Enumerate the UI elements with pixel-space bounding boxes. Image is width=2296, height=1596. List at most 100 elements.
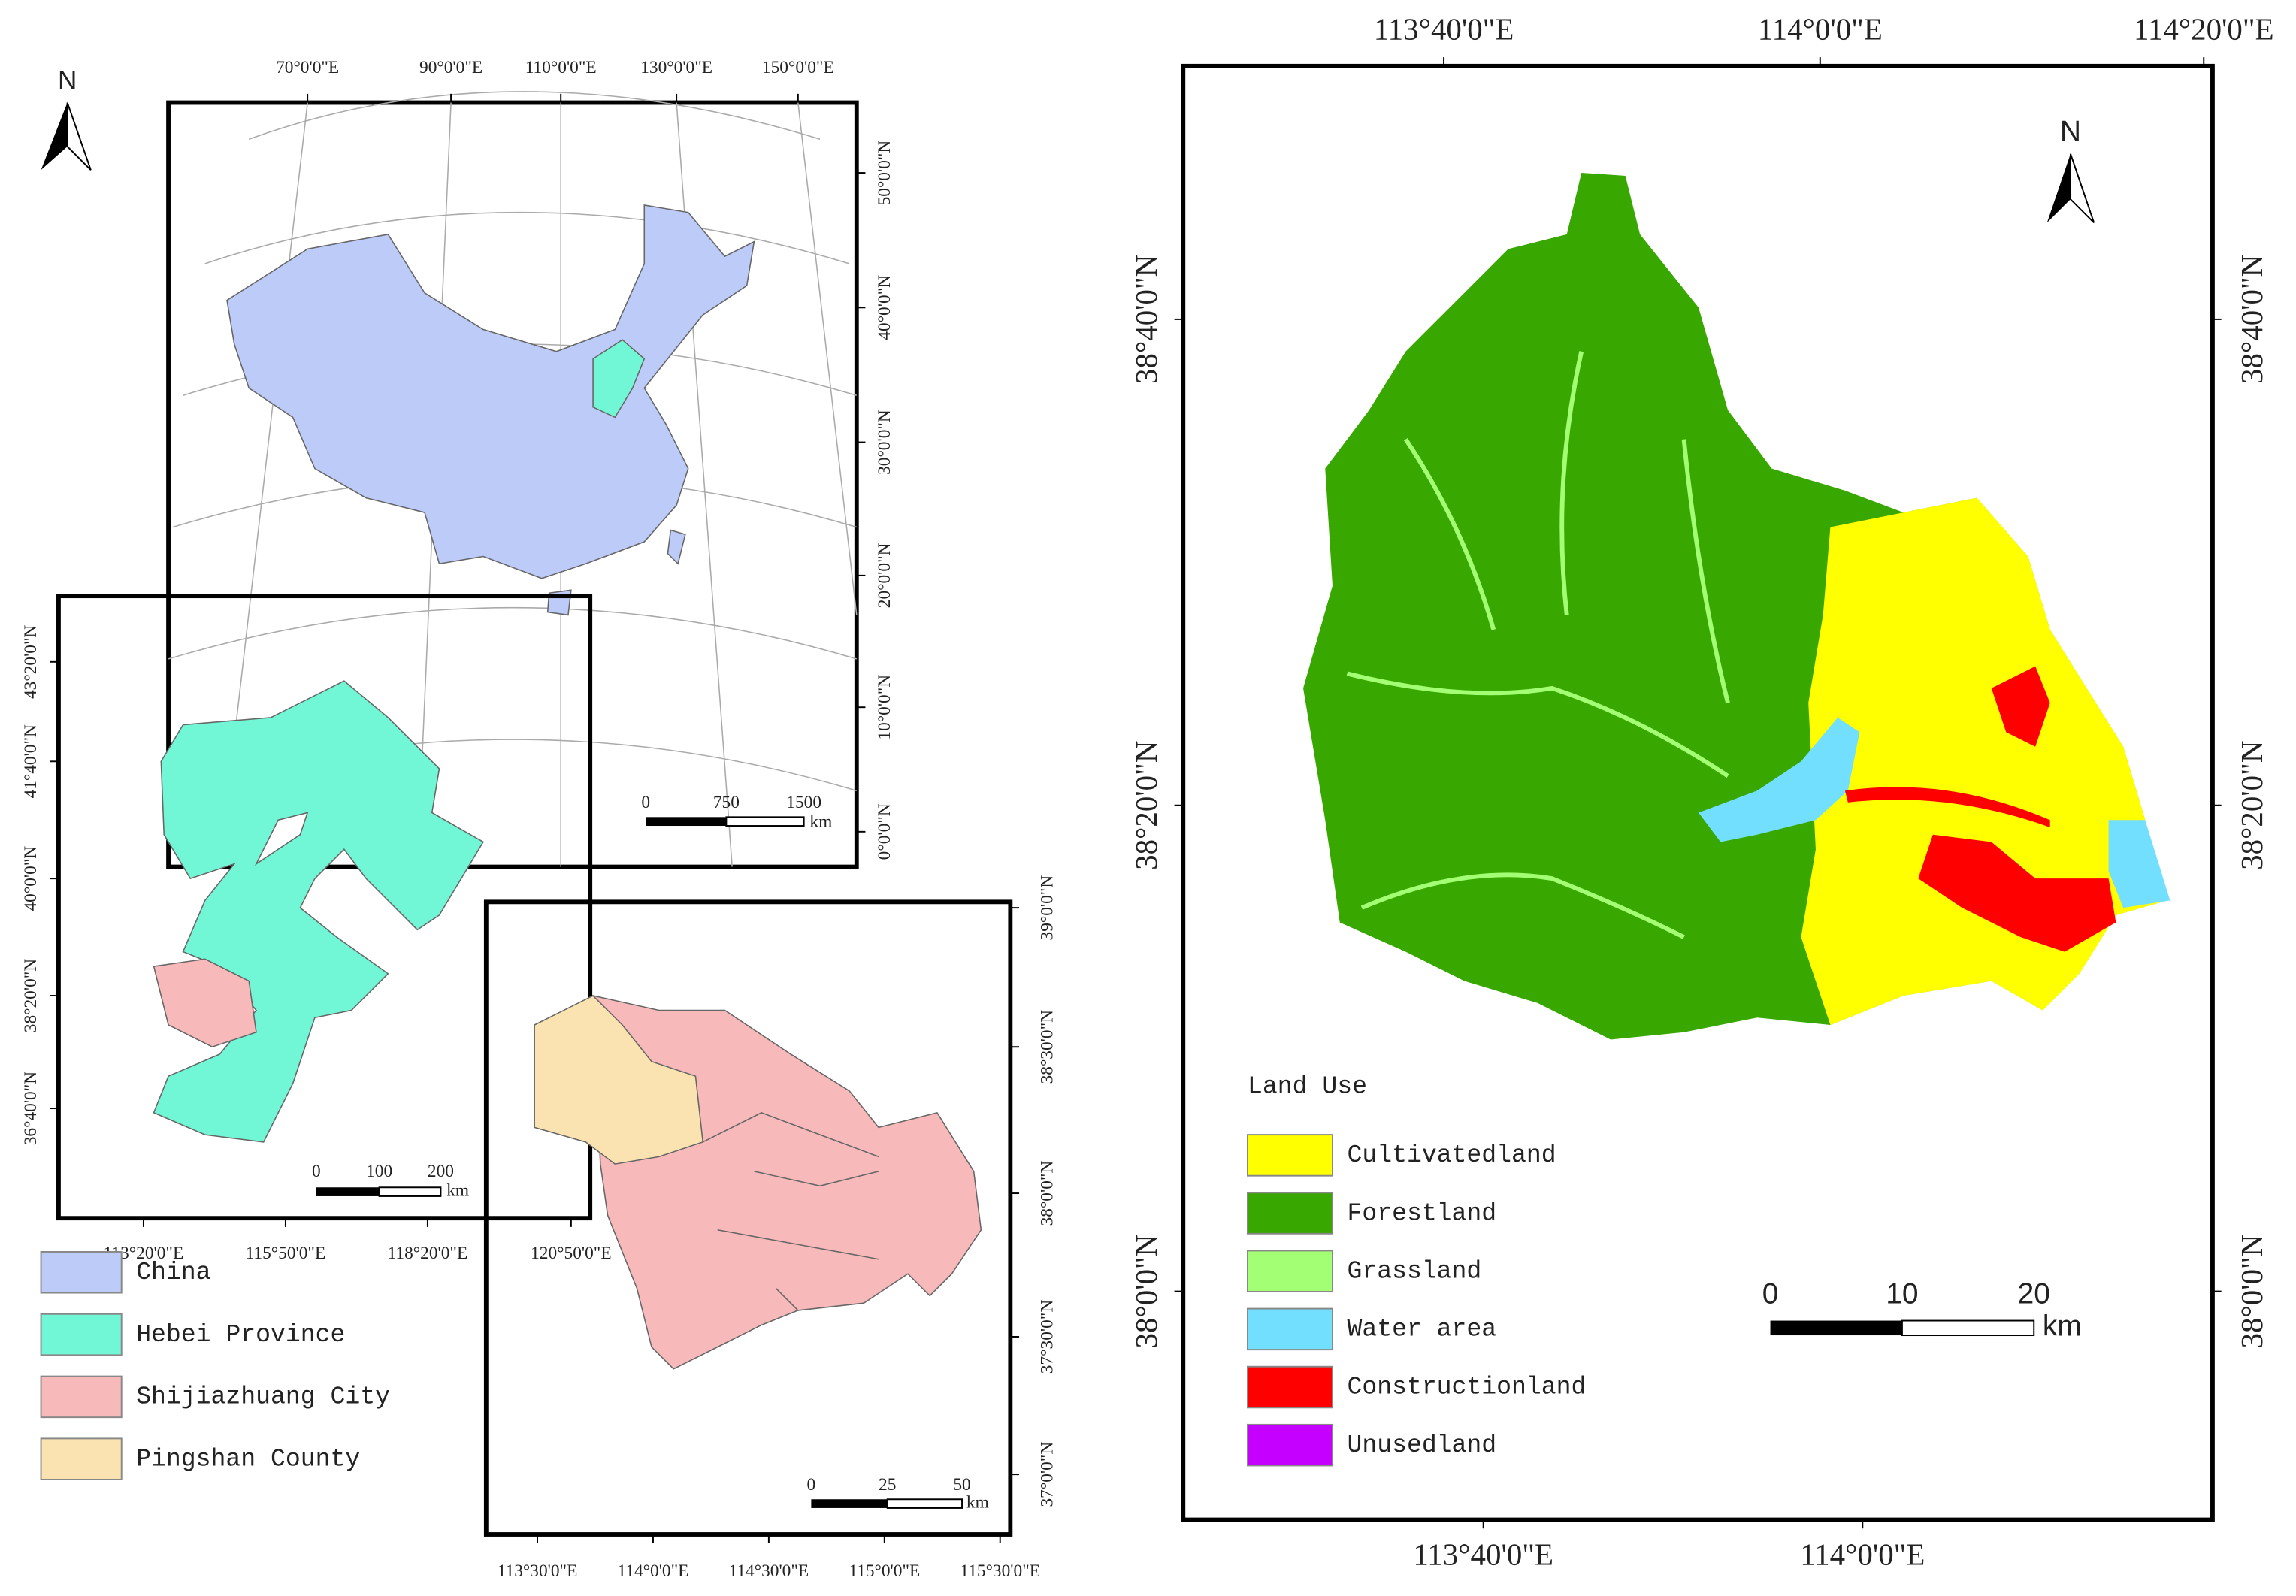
scale-label: 750	[713, 793, 740, 812]
legend-swatch	[1247, 1250, 1333, 1292]
scale-bar	[1901, 1319, 2035, 1337]
legend-label: Hebei Province	[136, 1320, 345, 1349]
scale-label: 50	[953, 1475, 970, 1495]
legend-swatch	[40, 1437, 123, 1480]
lat-label: 41°40'0"N	[21, 724, 41, 799]
legend-label: Shijiazhuang City	[136, 1383, 390, 1411]
lat-label: 38°0'0"N	[2235, 1235, 2269, 1349]
lon-label: 118°20'0"E	[388, 1244, 468, 1263]
lon-label: 113°30'0"E	[498, 1561, 578, 1581]
legend-swatch	[1247, 1365, 1333, 1409]
china-inset	[41, 91, 859, 869]
china-frame	[166, 100, 859, 869]
lat-label: 43°20'0"N	[21, 624, 41, 699]
scale-bar	[1770, 1320, 1902, 1336]
hebei-inset	[56, 594, 593, 1221]
scale-label: 20	[2018, 1278, 2050, 1310]
north-arrow-half	[66, 102, 92, 171]
legend-swatch	[1247, 1423, 1333, 1467]
shijiazhuang-frame	[483, 899, 1013, 1537]
lon-label: 113°40'0"E	[1413, 1538, 1553, 1572]
lat-label: 39°0'0"N	[1037, 875, 1057, 941]
main-frame	[1181, 63, 2215, 1522]
lon-label: 114°30'0"E	[729, 1561, 809, 1581]
lat-label: 20°0'0"N	[875, 543, 894, 608]
county-borders	[702, 1112, 879, 1311]
legend-label: Constructionland	[1347, 1373, 1586, 1401]
islands	[546, 529, 686, 616]
shijiazhuang-inset	[483, 899, 1013, 1537]
lon-label: 110°0'0"E	[525, 58, 597, 77]
legend-swatch	[40, 1313, 123, 1356]
hebei-frame	[56, 594, 593, 1221]
lat-label: 38°20'0"N	[21, 959, 41, 1033]
legend-swatch	[40, 1375, 123, 1419]
lat-label: 37°30'0"N	[1037, 1300, 1057, 1374]
lat-label: 30°0'0"N	[875, 410, 894, 475]
lat-label: 38°0'0"N	[1130, 1235, 1163, 1349]
lat-label: 38°20'0"N	[2235, 741, 2269, 870]
lon-label: 120°50'0"E	[531, 1244, 612, 1263]
legend-label: Cultivatedland	[1347, 1141, 1556, 1169]
legend-swatch	[1247, 1134, 1333, 1177]
legend-swatch	[40, 1251, 123, 1294]
hebei-shape	[153, 680, 485, 1143]
lat-label: 0°0'0"N	[875, 803, 894, 860]
scale-unit: km	[966, 1492, 989, 1512]
legend-swatch	[1247, 1192, 1333, 1235]
lat-label: 38°40'0"N	[1130, 255, 1163, 384]
lat-label: 37°0'0"N	[1037, 1442, 1057, 1507]
scale-label: 200	[428, 1162, 454, 1181]
constructionland-area	[1844, 666, 2116, 952]
legend-label: Pingshan County	[136, 1444, 360, 1473]
north-arrow-half	[2069, 153, 2095, 223]
lat-label: 40°0'0"N	[21, 846, 41, 911]
lon-label: 115°0'0"E	[849, 1561, 920, 1581]
shijiazhuang-in-hebei	[153, 958, 257, 1048]
legend-label: China	[136, 1258, 210, 1286]
shijiazhuang-shape	[592, 995, 982, 1370]
lon-label: 114°0'0"E	[1800, 1538, 1925, 1572]
lon-label: 150°0'0"E	[762, 58, 834, 77]
lon-label: 90°0'0"E	[419, 58, 482, 77]
lon-label: 113°40'0"E	[1374, 12, 1514, 46]
lat-label: 38°30'0"N	[1037, 1010, 1057, 1084]
scale-unit: km	[809, 812, 832, 831]
scale-label: 0	[641, 793, 650, 812]
scale-unit: km	[446, 1180, 469, 1200]
scale-label: 1500	[786, 793, 821, 812]
cultivatedland-area	[1801, 497, 2167, 1025]
main-map	[1181, 63, 2215, 1522]
scale-label: 0	[312, 1162, 321, 1181]
lon-label: 114°20'0"E	[2134, 12, 2274, 46]
legend-label: Unusedland	[1347, 1431, 1496, 1459]
hebei-in-china	[592, 339, 646, 419]
scale-bar	[316, 1187, 380, 1196]
legend-title: Land Use	[1248, 1072, 1367, 1101]
lat-label: 40°0'0"N	[875, 275, 894, 340]
lon-label: 130°0'0"E	[640, 58, 712, 77]
grassland-valleys	[1346, 351, 1730, 939]
lat-label: 38°0'0"N	[1037, 1161, 1057, 1226]
legend-label: Forestland	[1347, 1199, 1496, 1227]
lon-label: 114°0'0"E	[617, 1561, 688, 1581]
scale-label: 25	[879, 1475, 896, 1495]
lon-label: 115°50'0"E	[246, 1244, 326, 1263]
lat-label: 10°0'0"N	[875, 675, 894, 740]
scale-label: 0	[1762, 1278, 1779, 1310]
scale-bar	[378, 1186, 442, 1197]
china-shape	[226, 204, 755, 579]
scale-unit: km	[2043, 1310, 2082, 1343]
north-label: N	[58, 66, 77, 95]
lat-label: 38°20'0"N	[1130, 741, 1163, 870]
scale-bar	[725, 816, 805, 827]
lat-label: 36°40'0"N	[21, 1072, 41, 1146]
lon-label: 70°0'0"E	[276, 58, 339, 77]
lon-label: 115°30'0"E	[960, 1561, 1040, 1581]
scale-label: 10	[1886, 1278, 1918, 1310]
scale-bar	[811, 1499, 888, 1508]
lon-label: 114°0'0"E	[1758, 12, 1883, 46]
